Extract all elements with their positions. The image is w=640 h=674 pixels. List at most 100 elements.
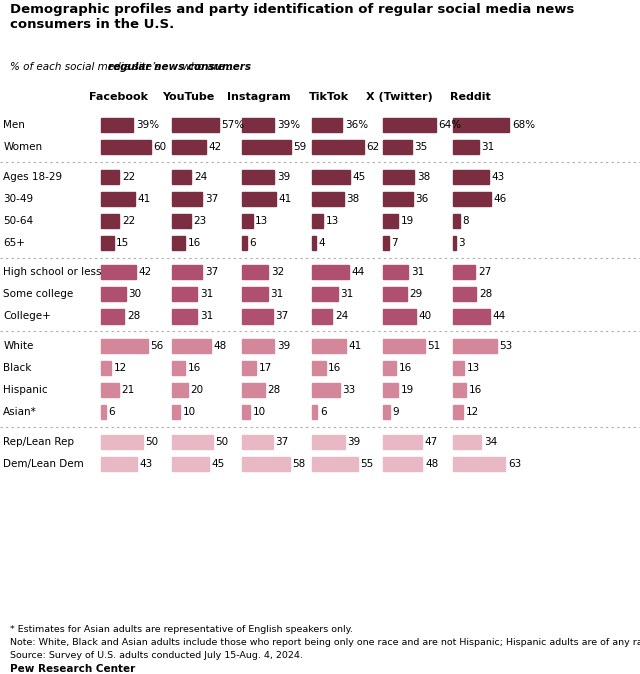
Bar <box>453 435 481 449</box>
Bar <box>242 339 274 353</box>
Bar <box>383 361 396 375</box>
Bar <box>242 309 273 324</box>
Text: 16: 16 <box>469 385 482 395</box>
Bar <box>312 214 323 228</box>
Text: Some college: Some college <box>3 289 74 299</box>
Bar <box>312 309 332 324</box>
Bar <box>453 339 497 353</box>
Text: 37: 37 <box>275 437 289 447</box>
Text: 39%: 39% <box>276 120 300 130</box>
Text: 27: 27 <box>478 268 492 277</box>
Text: 31: 31 <box>481 142 495 152</box>
Bar <box>453 287 476 301</box>
Bar <box>172 361 185 375</box>
Text: 39: 39 <box>347 437 360 447</box>
Text: 4: 4 <box>318 238 325 248</box>
Text: 10: 10 <box>182 407 195 417</box>
Text: 56: 56 <box>150 341 163 351</box>
Text: 63: 63 <box>508 459 521 468</box>
Bar <box>172 456 209 470</box>
Text: Rep/Lean Rep: Rep/Lean Rep <box>3 437 74 447</box>
Bar <box>242 266 268 280</box>
Text: 3: 3 <box>458 238 465 248</box>
Text: 45: 45 <box>352 172 365 181</box>
Bar <box>312 435 344 449</box>
Text: 24: 24 <box>194 172 207 181</box>
Bar <box>172 118 219 132</box>
Text: 43: 43 <box>492 172 504 181</box>
Text: White: White <box>3 341 33 351</box>
Text: 50-64: 50-64 <box>3 216 33 226</box>
Bar <box>172 214 191 228</box>
Text: 41: 41 <box>278 193 292 204</box>
Bar <box>383 435 422 449</box>
Bar <box>312 405 317 419</box>
Bar <box>383 140 412 154</box>
Text: 38: 38 <box>346 193 360 204</box>
Text: 47: 47 <box>424 437 438 447</box>
Text: 62: 62 <box>366 142 380 152</box>
Bar <box>101 118 133 132</box>
Bar <box>242 118 274 132</box>
Bar <box>172 405 180 419</box>
Bar <box>242 405 250 419</box>
Text: High school or less: High school or less <box>3 268 102 277</box>
Text: 48: 48 <box>425 459 438 468</box>
Text: 60: 60 <box>154 142 166 152</box>
Text: 28: 28 <box>268 385 281 395</box>
Text: 58: 58 <box>292 459 306 468</box>
Bar <box>172 383 188 397</box>
Text: 15: 15 <box>116 238 129 248</box>
Text: 12: 12 <box>466 407 479 417</box>
Bar <box>312 191 344 206</box>
Bar <box>383 236 388 250</box>
Bar <box>383 339 425 353</box>
Bar <box>453 383 467 397</box>
Text: 57%: 57% <box>221 120 244 130</box>
Text: Source: Survey of U.S. adults conducted July 15-Aug. 4, 2024.: Source: Survey of U.S. adults conducted … <box>10 651 303 660</box>
Bar <box>172 191 202 206</box>
Text: 22: 22 <box>122 216 135 226</box>
Bar <box>383 383 399 397</box>
Bar <box>101 140 151 154</box>
Text: 36: 36 <box>415 193 428 204</box>
Bar <box>453 405 463 419</box>
Text: Women: Women <box>3 142 42 152</box>
Text: 16: 16 <box>328 363 341 373</box>
Text: 33: 33 <box>342 385 355 395</box>
Text: 22: 22 <box>122 172 135 181</box>
Bar <box>312 456 358 470</box>
Text: 59: 59 <box>293 142 307 152</box>
Bar <box>312 361 326 375</box>
Bar <box>453 118 509 132</box>
Bar <box>172 266 202 280</box>
Text: 37: 37 <box>205 193 218 204</box>
Text: 51: 51 <box>428 341 441 351</box>
Text: 16: 16 <box>399 363 412 373</box>
Text: Instagram: Instagram <box>227 92 291 102</box>
Text: 13: 13 <box>326 216 339 226</box>
Text: 46: 46 <box>494 193 507 204</box>
Text: 23: 23 <box>193 216 206 226</box>
Text: 42: 42 <box>209 142 222 152</box>
Bar <box>383 118 436 132</box>
Text: TikTok: TikTok <box>309 92 349 102</box>
Bar <box>383 214 399 228</box>
Text: 8: 8 <box>462 216 469 226</box>
Text: * Estimates for Asian adults are representative of English speakers only.: * Estimates for Asian adults are represe… <box>10 625 353 634</box>
Bar <box>172 435 213 449</box>
Bar <box>101 339 147 353</box>
Text: who are …: who are … <box>179 62 238 72</box>
Text: 50: 50 <box>145 437 158 447</box>
Text: 36%: 36% <box>345 120 368 130</box>
Text: 41: 41 <box>138 193 151 204</box>
Text: Reddit: Reddit <box>450 92 490 102</box>
Text: Asian*: Asian* <box>3 407 37 417</box>
Text: 30: 30 <box>129 289 141 299</box>
Text: 31: 31 <box>270 289 284 299</box>
Text: 7: 7 <box>391 238 397 248</box>
Text: 6: 6 <box>320 407 326 417</box>
Bar <box>383 170 414 184</box>
Bar <box>383 266 408 280</box>
Text: 21: 21 <box>121 385 134 395</box>
